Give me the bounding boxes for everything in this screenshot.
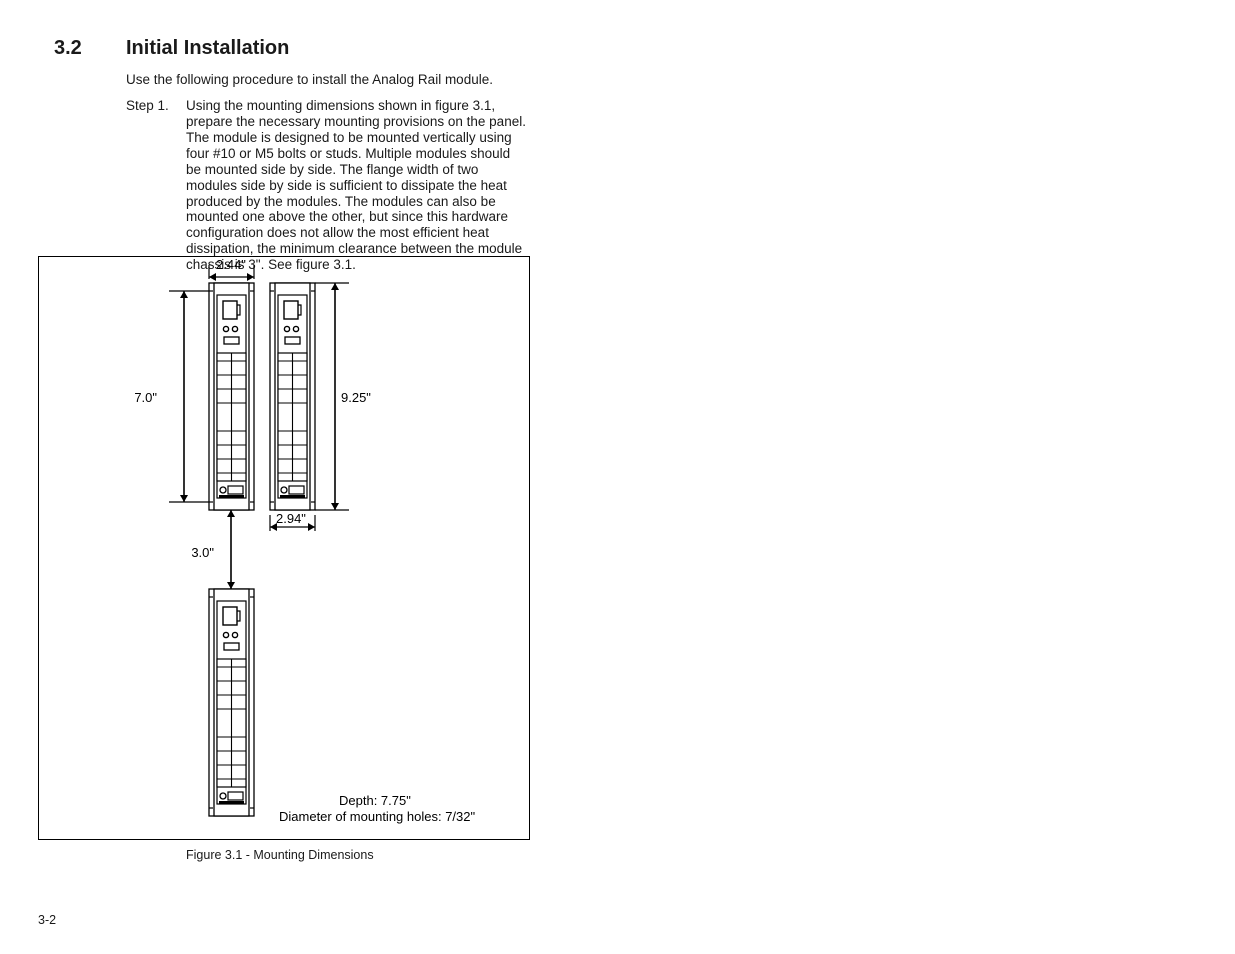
step-label: Step 1. <box>126 98 169 113</box>
dim-width-single: 2.94" <box>276 511 306 526</box>
figure-caption: Figure 3.1 - Mounting Dimensions <box>186 848 374 862</box>
page-number: 3-2 <box>38 913 56 927</box>
intro-text: Use the following procedure to install t… <box>126 72 493 87</box>
note-depth: Depth: 7.75" <box>339 793 411 808</box>
dim-height-outer: 9.25" <box>341 390 371 405</box>
section-title: Initial Installation <box>126 37 289 60</box>
section-number: 3.2 <box>54 37 82 60</box>
step-body: Using the mounting dimensions shown in f… <box>186 98 526 273</box>
dim-gap: 3.0" <box>191 545 214 560</box>
note-holes: Diameter of mounting holes: 7/32" <box>279 809 475 824</box>
dim-width-top: 2.44" <box>216 257 246 272</box>
dim-height-inner: 7.0" <box>134 390 157 405</box>
figure-box: 2.44" 7.0" 9.25" 2.94" <box>38 256 530 840</box>
mounting-diagram: 2.44" 7.0" 9.25" 2.94" <box>39 257 529 839</box>
